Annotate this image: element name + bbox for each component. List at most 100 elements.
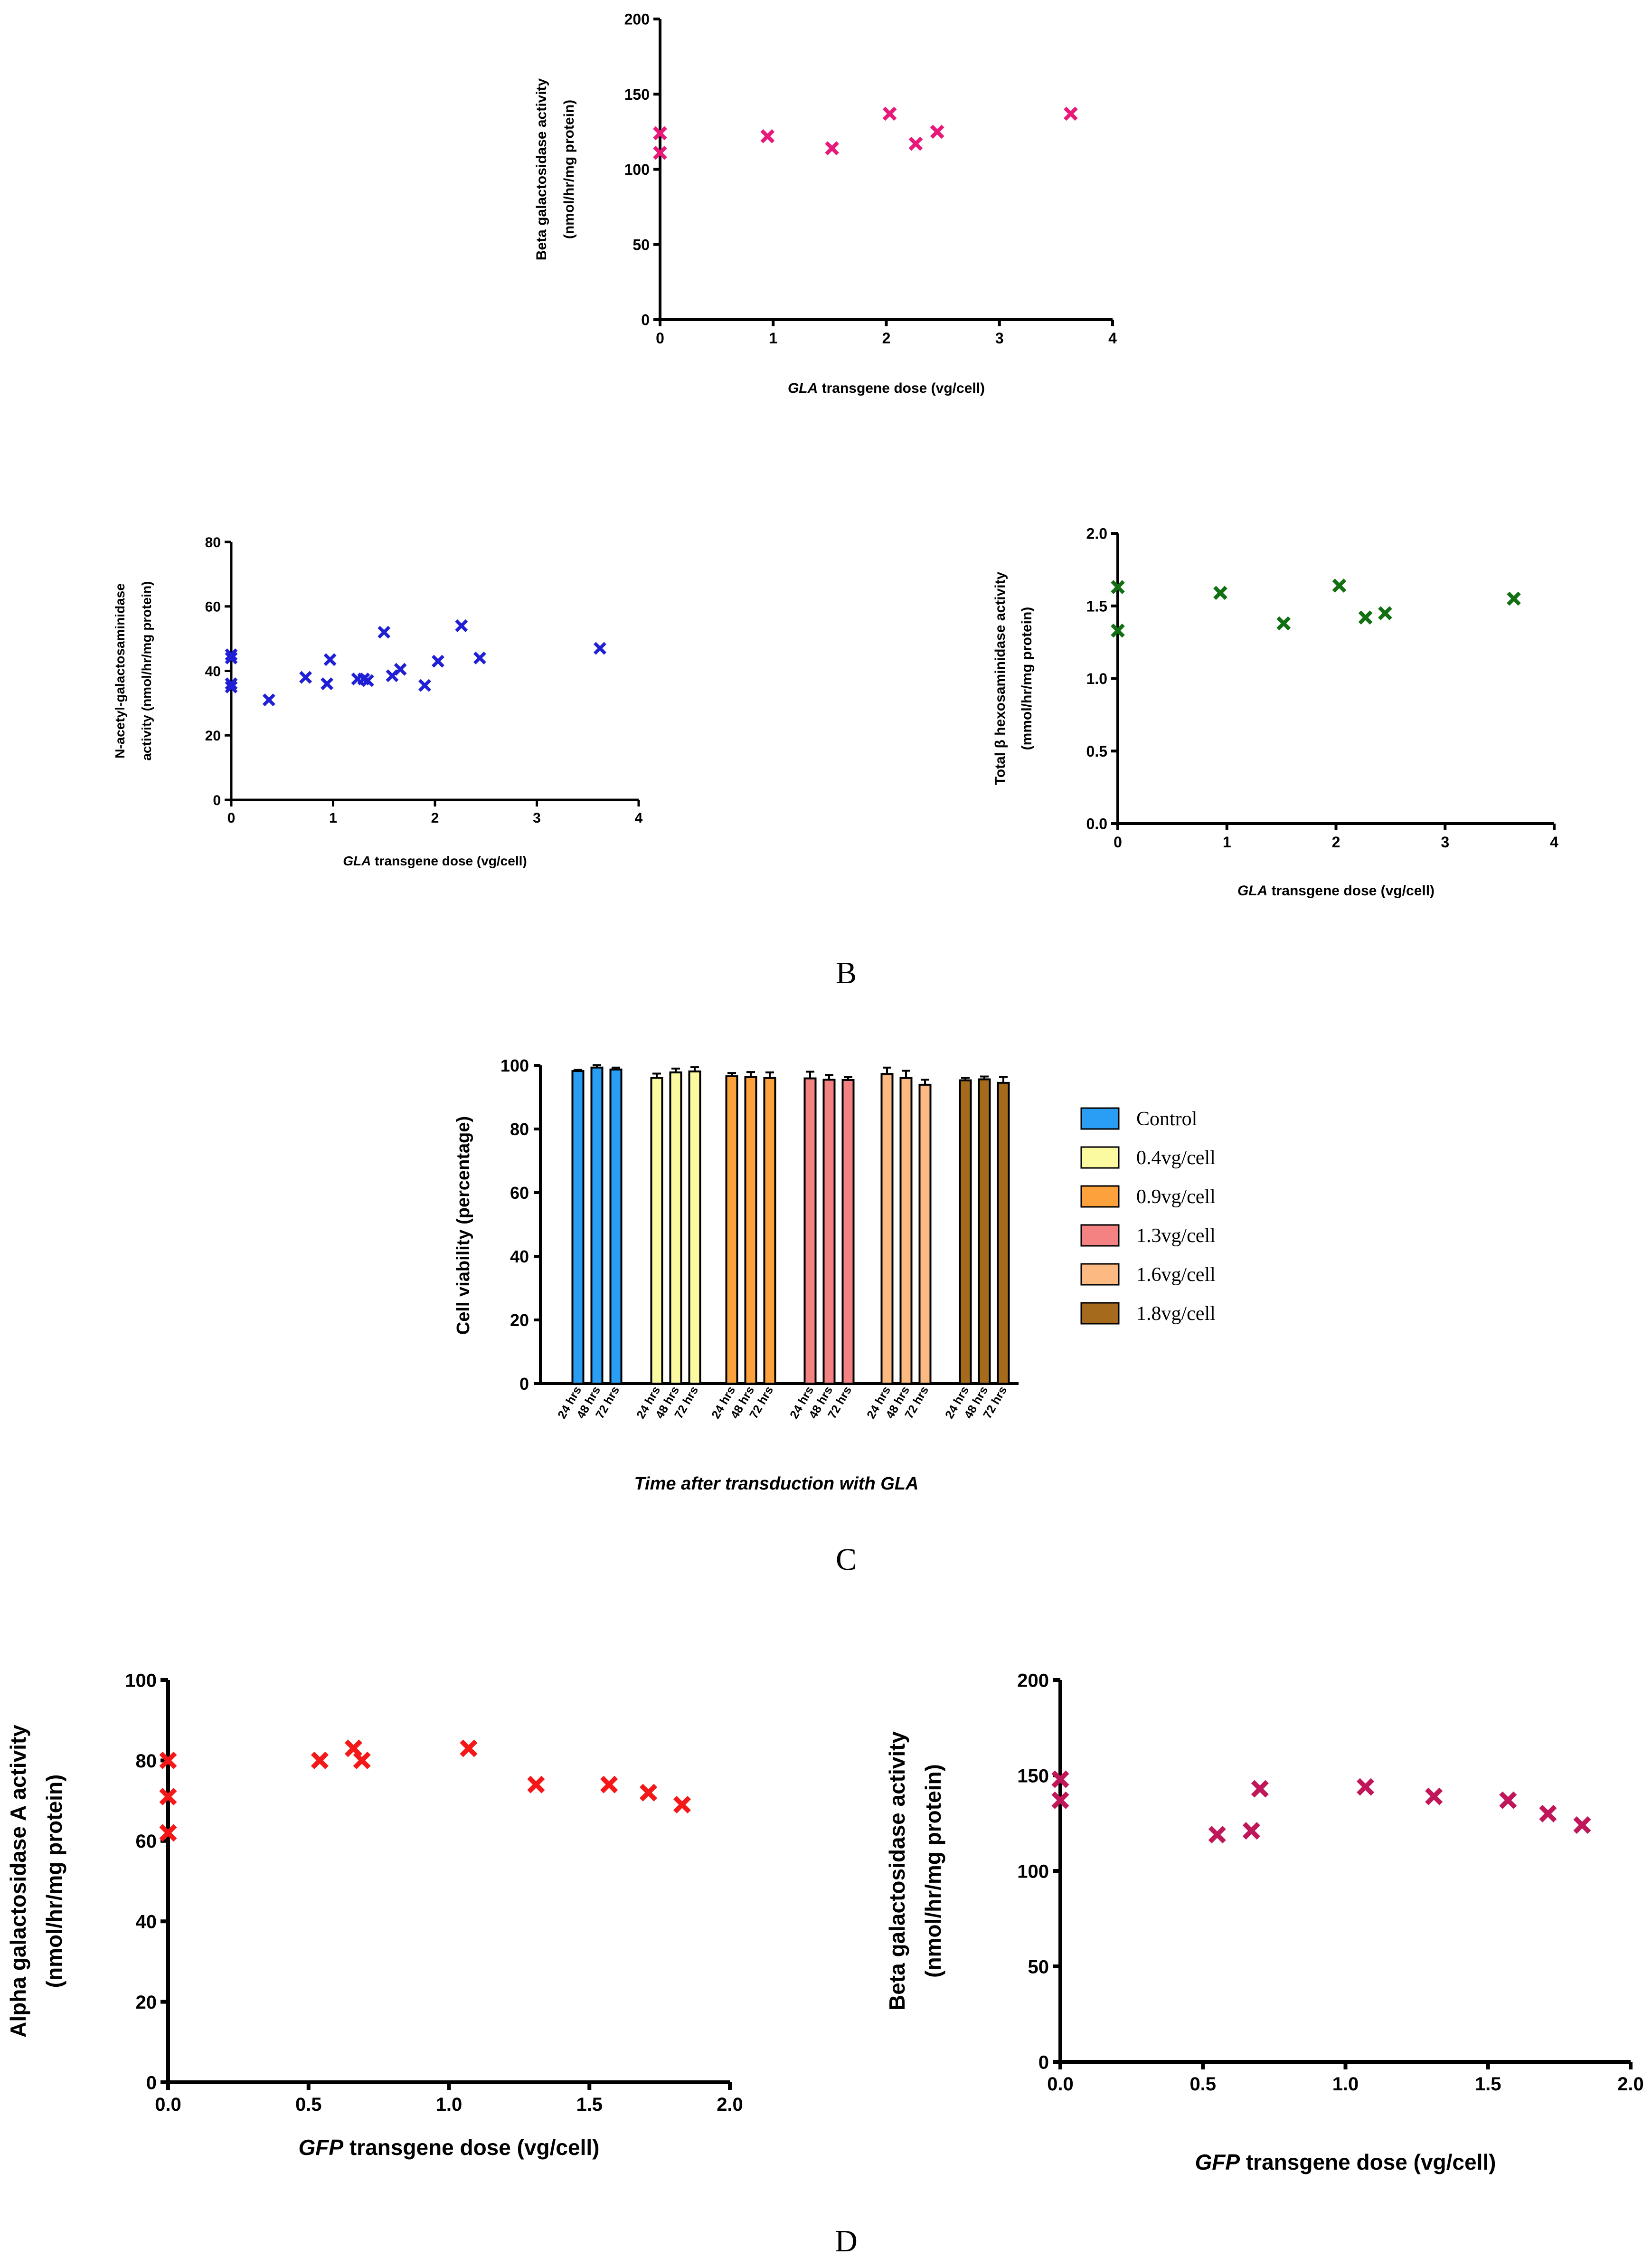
legend-swatch [1080, 1224, 1120, 1247]
data-point-stroke [1242, 1822, 1260, 1840]
data-point [1251, 1780, 1269, 1798]
data-point-stroke [600, 1775, 618, 1793]
data-point-stroke [460, 1739, 478, 1757]
y-tick-label: 0 [213, 793, 221, 808]
x-tick-label: 1 [329, 810, 337, 826]
panel-label-b: B [836, 956, 857, 990]
scatter-chart-D-left: 0 20 40 60 80 100 0.0 0.5 1.0 1.5 2.0 GFP transgene… [6, 1670, 743, 2160]
data-point [1332, 579, 1347, 593]
y-tick-label: 40 [205, 664, 221, 679]
data-point [1276, 616, 1291, 631]
x-tick-label: 2.0 [717, 2094, 743, 2115]
data-point-stroke [1539, 1804, 1557, 1822]
y-tick-label: 40 [136, 1912, 157, 1933]
y-tick-label: 50 [632, 236, 650, 253]
x-tick-label: 2.0 [1617, 2074, 1644, 2095]
bar [978, 1078, 991, 1385]
data-point [225, 651, 238, 664]
x-tick-label: 1 [769, 330, 777, 347]
data-point-stroke [394, 663, 407, 676]
y-tick-label: 1.5 [1086, 598, 1107, 615]
x-axis-label-text: transgene dose (vg/cell) [371, 854, 527, 868]
data-point [1064, 106, 1078, 121]
y-tick-label: 100 [624, 161, 650, 178]
data-point [159, 1751, 177, 1769]
data-point-stroke [1332, 579, 1347, 593]
data-point [431, 655, 444, 668]
x-axis-label-text: transgene dose (vg/cell) [818, 380, 985, 396]
data-point-stroke [225, 648, 238, 662]
data-point [1356, 1778, 1375, 1796]
y-axis-label: Cell viability (percentage) [453, 1116, 473, 1335]
x-tick-label: 0.5 [1189, 2074, 1216, 2095]
data-point [299, 671, 312, 684]
data-point-stroke [825, 141, 839, 156]
x-tick-label: 1.0 [1332, 2074, 1359, 2095]
data-point-stroke [225, 677, 238, 691]
x-axis-label: GFP transgene dose (vg/cell) [1195, 2150, 1496, 2174]
bar [899, 1077, 913, 1385]
x-axis-label: Time after transduction with GLA [634, 1474, 919, 1494]
x-tick-label: 2 [882, 330, 891, 347]
x-tick-label: 4 [635, 810, 643, 826]
panel-label-c: C [836, 1542, 857, 1577]
data-point-stroke [159, 1788, 177, 1806]
data-point [344, 1739, 362, 1757]
data-point [825, 141, 839, 156]
data-point [1378, 606, 1392, 620]
data-point-stroke [262, 693, 275, 707]
data-point [262, 693, 275, 707]
data-point [882, 106, 897, 121]
data-point-stroke [431, 655, 444, 668]
y-axis-label-line2: (mmol/hr/mg protein) [1019, 607, 1035, 750]
y-axis-label-line1: N-acetyl-galactosaminidase [113, 583, 127, 759]
x-axis-label-italic: GFP [1195, 2150, 1240, 2174]
x-axis-label-italic: GLA [788, 380, 818, 396]
x-axis-label-text: transgene dose (vg/cell) [1240, 2150, 1496, 2174]
data-point-stroke [908, 136, 923, 151]
y-axis-label-line2: (nmol/hr/mg protein) [42, 1774, 66, 1988]
data-point [378, 626, 391, 639]
data-point-stroke [159, 1751, 177, 1769]
data-point-stroke [1051, 1770, 1069, 1788]
data-point-stroke [1251, 1780, 1269, 1798]
data-point-stroke [1208, 1826, 1226, 1844]
y-tick-label: 60 [136, 1831, 157, 1852]
y-tick-label: 20 [136, 1992, 157, 2013]
x-axis-label-italic: GLA [1237, 883, 1267, 899]
data-point-stroke [418, 679, 432, 692]
x-axis-label: GFP transgene dose (vg/cell) [299, 2135, 600, 2160]
x-tick-label: 1.5 [1475, 2074, 1501, 2095]
x-tick-label: 3 [1441, 834, 1449, 851]
bar [725, 1075, 738, 1385]
data-point-stroke [760, 129, 775, 143]
y-axis-label-line2: (nmol/hr/mg protein) [561, 100, 577, 239]
x-tick-label: 0.5 [295, 2094, 322, 2115]
x-tick-label: 3 [995, 330, 1004, 347]
legend-label: 1.8vg/cell [1136, 1303, 1216, 1325]
x-tick-label: 1 [1223, 834, 1231, 851]
data-point [225, 648, 238, 662]
data-point-stroke [225, 680, 238, 693]
x-tick-label: 0 [1114, 834, 1122, 851]
y-tick-label: 80 [510, 1120, 529, 1139]
data-point-stroke [930, 124, 944, 139]
data-point [1499, 1791, 1517, 1809]
x-axis-label: GLA transgene dose (vg/cell) [1237, 883, 1435, 899]
data-point [930, 124, 944, 139]
data-point-stroke [299, 671, 312, 684]
x-axis-label-text: transgene dose (vg/cell) [343, 2135, 599, 2160]
data-point [1573, 1816, 1591, 1834]
data-point [1425, 1787, 1443, 1805]
y-axis-label-line2: activity (nmol/hr/mg protein) [139, 581, 154, 760]
y-tick-label: 50 [1028, 1956, 1049, 1977]
panel-label-d: D [835, 2224, 858, 2258]
data-point-stroke [159, 1824, 177, 1842]
y-tick-label: 2.0 [1086, 525, 1107, 542]
data-point-stroke [357, 672, 370, 685]
legend-swatch [1080, 1146, 1120, 1169]
y-tick-label: 200 [1017, 1670, 1049, 1691]
data-point [321, 677, 334, 691]
